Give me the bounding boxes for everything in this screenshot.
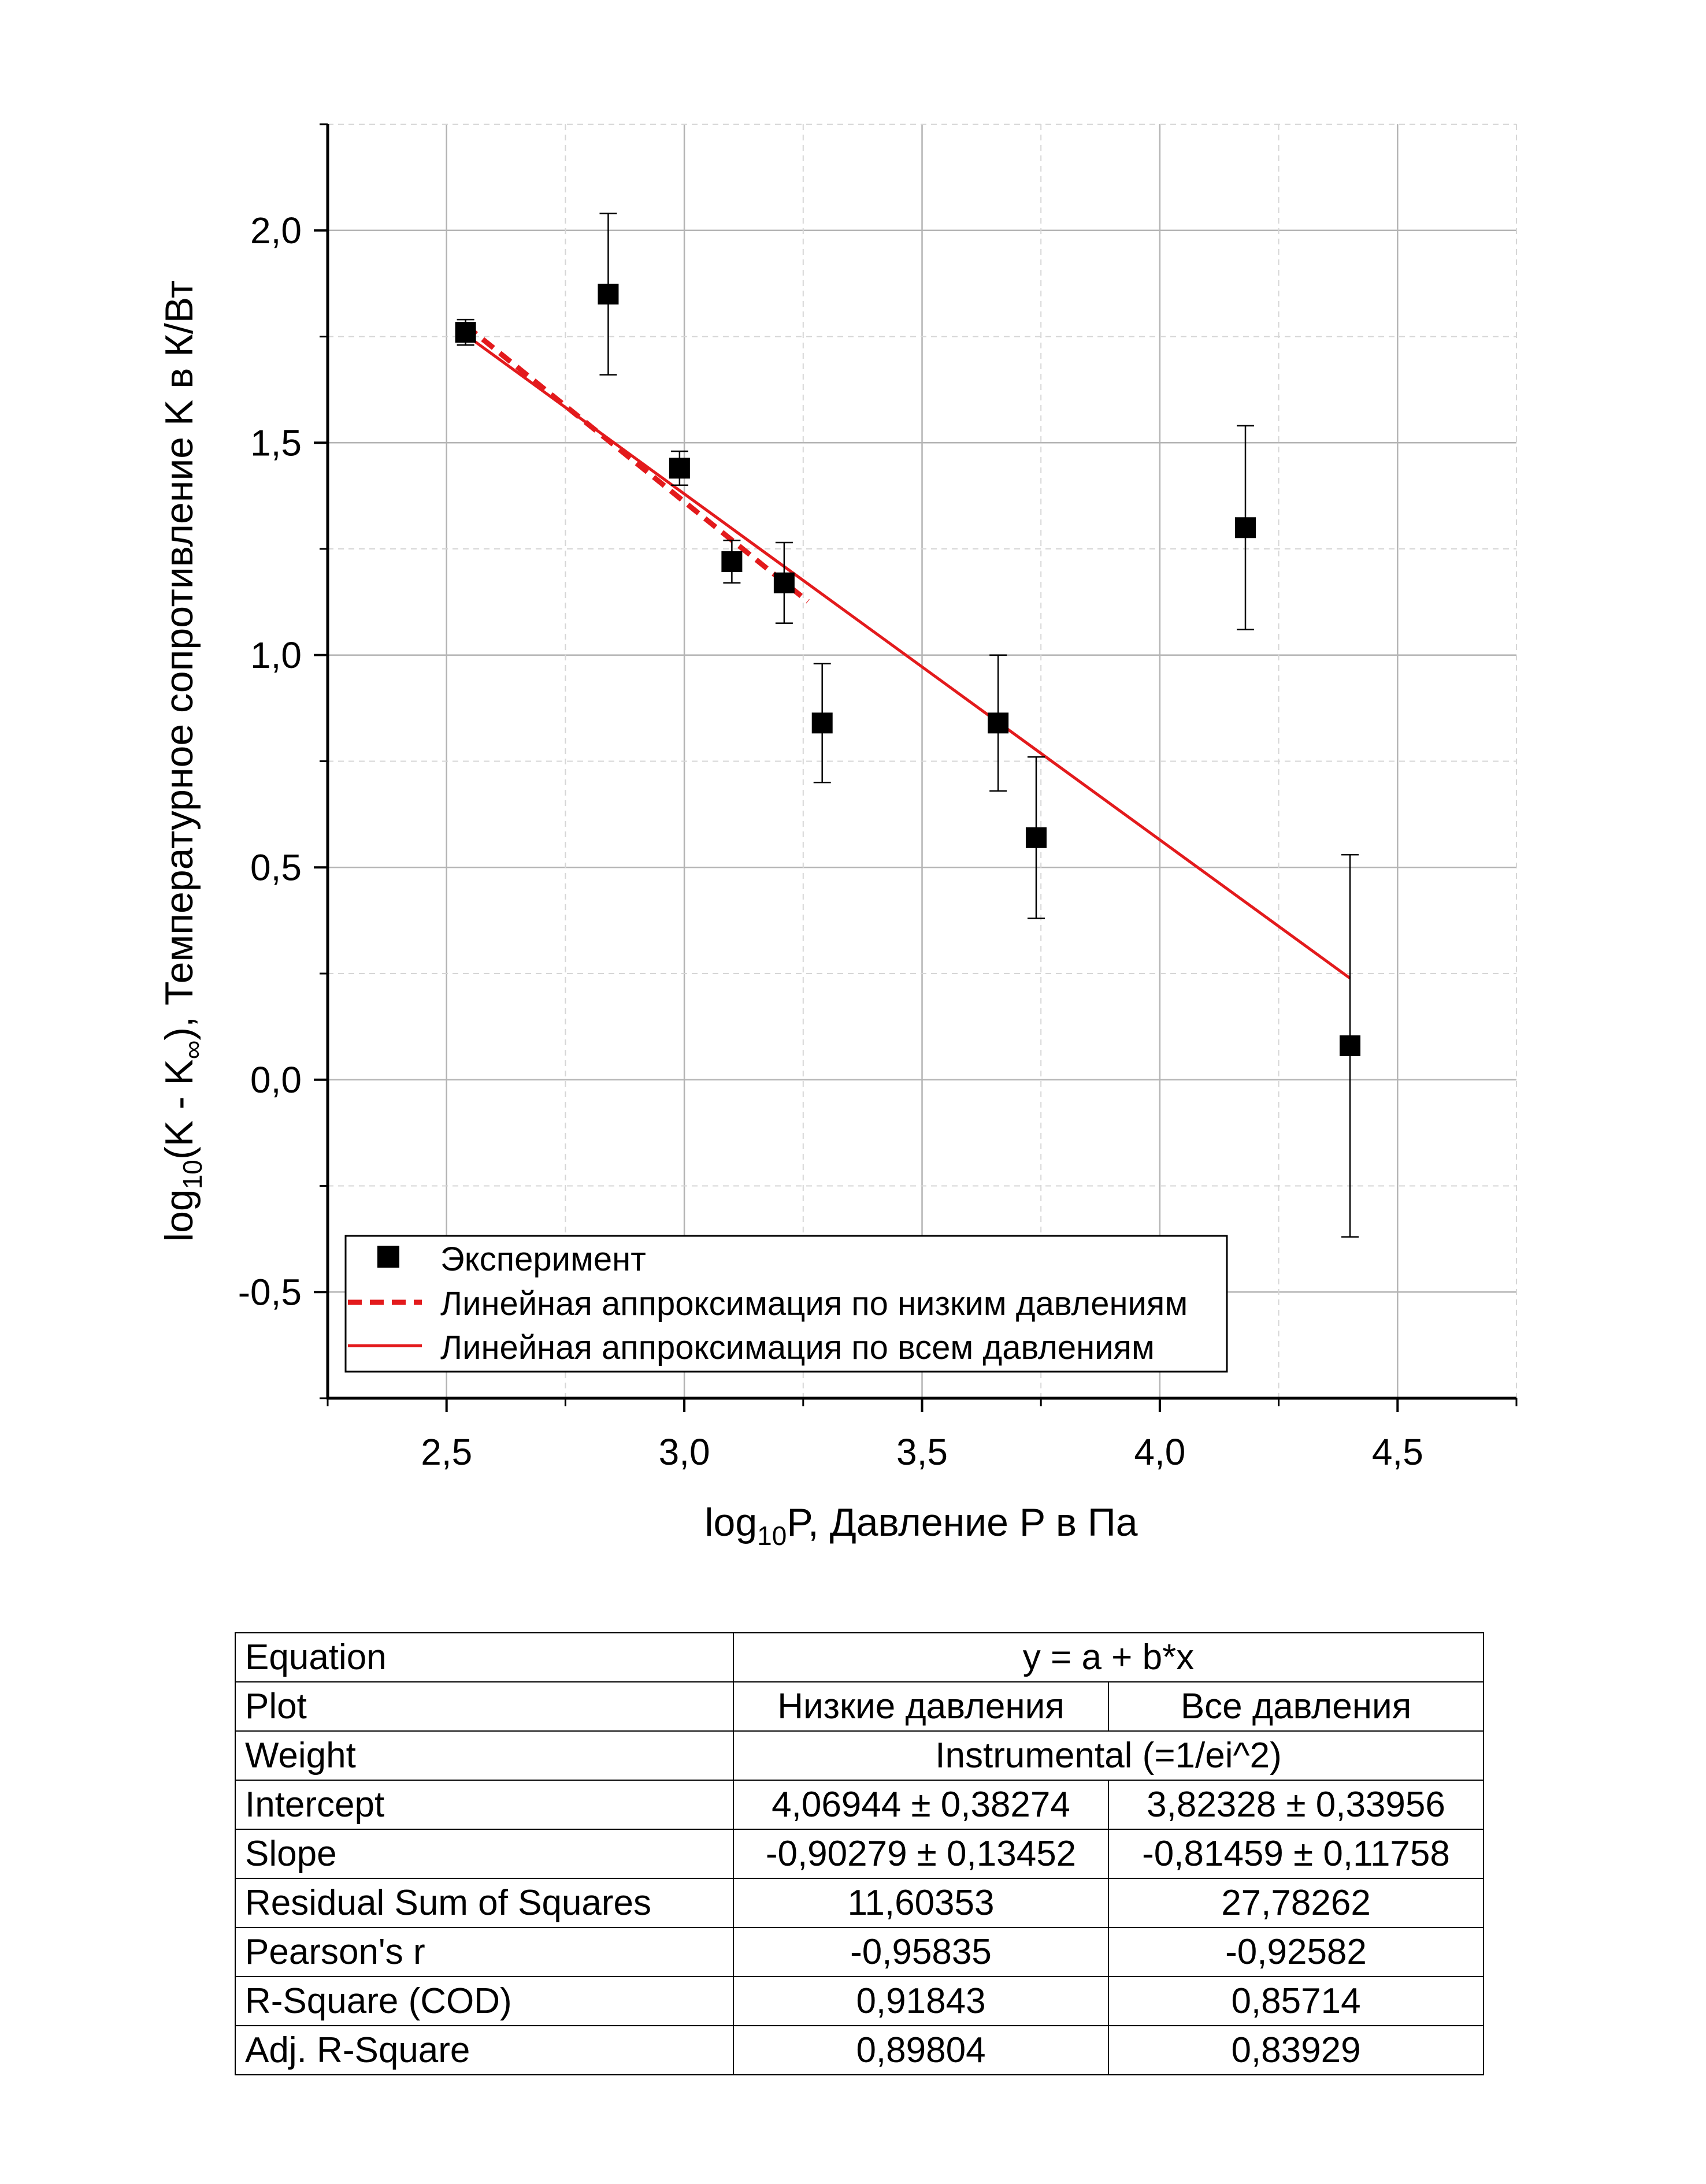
y-tick-label: 0,5	[250, 846, 302, 888]
table-row: R-Square (COD) 0,91843 0,85714	[235, 1976, 1485, 2026]
row-value: Instrumental (=1/ei^2)	[732, 1730, 1485, 1781]
x-tick-label: 3,0	[659, 1431, 710, 1473]
table-row: Equation y = a + b*x	[235, 1632, 1485, 1682]
x-tick-label: 4,0	[1134, 1431, 1185, 1473]
table-row: Pearson's r -0,95835 -0,92582	[235, 1927, 1485, 1977]
all-pressure-value: 27,78262	[1107, 1878, 1485, 1928]
low-pressure-value: Низкие давления	[733, 1681, 1109, 1732]
row-label: Pearson's r	[235, 1927, 734, 1977]
low-pressure-value: 0,91843	[733, 1976, 1109, 2026]
x-tick-label: 3,5	[896, 1431, 948, 1473]
y-tick-label: 0,0	[250, 1059, 302, 1101]
legend-marker-experiment	[377, 1246, 399, 1268]
y-tick-label: 1,5	[250, 422, 302, 463]
table-row: Intercept 4,06944 ± 0,38274 3,82328 ± 0,33…	[235, 1780, 1485, 1830]
row-label: Adj. R-Square	[235, 2025, 734, 2075]
data-point	[598, 284, 619, 304]
y-axis-label: log10(K - K∞), Температурное сопротивлен…	[157, 280, 207, 1242]
row-label: Equation	[235, 1632, 734, 1682]
grid	[327, 124, 1517, 1399]
data-point	[455, 322, 476, 343]
fit-results-table: Equation y = a + b*x Plot Низкие давления Вс…	[235, 1632, 1485, 2075]
row-value: y = a + b*x	[732, 1632, 1485, 1682]
data-point	[669, 458, 690, 479]
y-tick-label: -0,5	[238, 1271, 302, 1313]
tick-labels: 2,5 3,0 3,5 4,0 4,5 -0,5 0,0 0,5 1,0 1,5 2,0	[238, 210, 1423, 1473]
all-pressure-value: 3,82328 ± 0,33956	[1107, 1780, 1485, 1830]
row-label: Slope	[235, 1829, 734, 1879]
y-tick-label: 1,0	[250, 634, 302, 676]
all-pressure-value: -0,92582	[1107, 1927, 1485, 1977]
all-pressure-value: Все давления	[1107, 1681, 1485, 1732]
legend-label-low-pressure: Линейная аппроксимация по низким давлени…	[440, 1285, 1188, 1323]
data-point	[721, 551, 743, 573]
legend-label-all-pressure: Линейная аппроксимация по всем давлениям	[440, 1329, 1155, 1366]
data-point	[773, 572, 795, 593]
ticks	[314, 123, 1518, 1412]
y-tick-label: 2,0	[250, 210, 302, 251]
low-pressure-value: -0,90279 ± 0,13452	[733, 1829, 1109, 1879]
row-label: Weight	[235, 1730, 734, 1781]
table-row: Slope -0,90279 ± 0,13452 -0,81459 ± 0,1175…	[235, 1829, 1485, 1879]
data-point	[1025, 827, 1047, 848]
table-row: Plot Низкие давления Все давления	[235, 1681, 1485, 1732]
all-pressure-value: 0,85714	[1107, 1976, 1485, 2026]
low-pressure-value: 0,89804	[733, 2025, 1109, 2075]
legend-label-experiment: Эксперимент	[440, 1240, 646, 1278]
x-tick-label: 4,5	[1372, 1431, 1423, 1473]
low-pressure-value: 4,06944 ± 0,38274	[733, 1780, 1109, 1830]
row-label: R-Square (COD)	[235, 1976, 734, 2026]
low-pressure-value: -0,95835	[733, 1927, 1109, 1977]
legend-box	[344, 1235, 1228, 1373]
data-point	[988, 712, 1009, 734]
row-label: Plot	[235, 1681, 734, 1732]
data-point	[1235, 517, 1256, 538]
data-point	[1340, 1035, 1361, 1056]
table-row: Residual Sum of Squares 11,60353 27,78262	[235, 1878, 1485, 1928]
row-label: Intercept	[235, 1780, 734, 1830]
fit-line-all-pressure	[465, 333, 1351, 980]
data-point	[811, 712, 833, 734]
x-tick-label: 2,5	[421, 1431, 472, 1473]
fit-line-low-pressure	[463, 323, 810, 604]
low-pressure-value: 11,60353	[733, 1878, 1109, 1928]
all-pressure-value: -0,81459 ± 0,11758	[1107, 1829, 1485, 1879]
table-row: Adj. R-Square 0,89804 0,83929	[235, 2025, 1485, 2075]
fit-lines	[463, 323, 1351, 980]
row-label: Residual Sum of Squares	[235, 1878, 734, 1928]
data-points	[455, 213, 1361, 1238]
x-axis-label: log10P, Давление P в Па	[704, 1500, 1137, 1551]
all-pressure-value: 0,83929	[1107, 2025, 1485, 2075]
table-row: Weight Instrumental (=1/ei^2)	[235, 1730, 1485, 1781]
legend: Эксперимент Линейная аппроксимация по ни…	[344, 1235, 1228, 1373]
